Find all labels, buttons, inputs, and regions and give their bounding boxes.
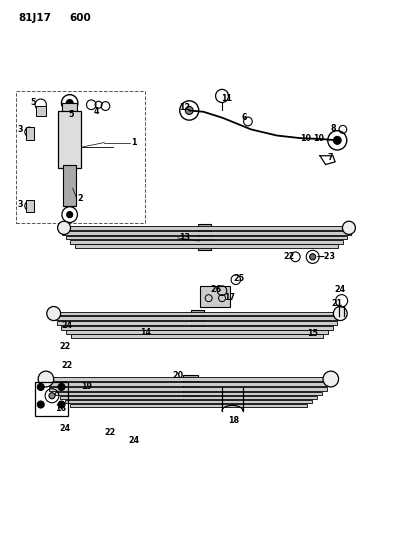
Text: 6: 6	[241, 112, 247, 122]
Text: 24: 24	[60, 424, 71, 433]
Text: 5: 5	[69, 110, 74, 119]
Circle shape	[58, 221, 71, 235]
Bar	[61, 326, 333, 330]
Bar	[75, 245, 338, 248]
Bar	[201, 286, 230, 307]
Text: 15: 15	[307, 329, 318, 338]
Text: 19: 19	[81, 382, 92, 391]
Text: 26: 26	[210, 285, 221, 294]
Bar	[36, 106, 46, 116]
Circle shape	[58, 401, 65, 408]
Circle shape	[58, 383, 65, 391]
Text: 7: 7	[327, 153, 333, 162]
Bar	[191, 310, 204, 333]
Bar	[45, 382, 332, 386]
Text: 22: 22	[60, 342, 71, 351]
Circle shape	[323, 371, 338, 387]
Bar	[63, 165, 76, 206]
Text: 21: 21	[332, 300, 343, 309]
Text: 20: 20	[172, 371, 183, 380]
Bar	[49, 387, 327, 391]
Bar	[66, 236, 347, 239]
Text: 3: 3	[17, 199, 23, 208]
Bar	[70, 240, 343, 244]
Circle shape	[310, 254, 316, 260]
Circle shape	[67, 212, 73, 217]
Text: 13: 13	[179, 233, 190, 243]
Circle shape	[37, 383, 44, 391]
Circle shape	[37, 401, 44, 408]
Bar	[57, 321, 337, 325]
Bar	[53, 317, 341, 320]
Text: 24: 24	[334, 285, 346, 294]
Circle shape	[38, 371, 54, 387]
Bar	[55, 392, 322, 395]
Text: 11: 11	[221, 94, 232, 103]
Text: 600: 600	[70, 13, 91, 23]
Bar	[71, 334, 323, 338]
Text: 12: 12	[179, 103, 190, 112]
Text: 3: 3	[17, 125, 23, 134]
Text: 22: 22	[283, 252, 295, 261]
Bar	[198, 224, 211, 250]
Text: 22: 22	[104, 428, 115, 437]
Text: 18: 18	[228, 416, 239, 425]
Text: 14: 14	[140, 328, 151, 337]
Bar	[66, 330, 328, 334]
Circle shape	[49, 393, 55, 399]
Text: 8: 8	[331, 124, 336, 133]
Circle shape	[185, 107, 193, 115]
Bar	[70, 403, 307, 407]
Bar	[26, 127, 34, 140]
Bar	[65, 400, 312, 403]
Text: 5: 5	[31, 99, 36, 108]
Circle shape	[342, 221, 355, 235]
Bar	[16, 91, 145, 223]
Bar	[60, 395, 317, 399]
Circle shape	[333, 136, 341, 144]
Bar	[60, 226, 353, 230]
Text: 24: 24	[129, 435, 140, 445]
Text: —23: —23	[317, 252, 336, 261]
Text: 24: 24	[61, 321, 72, 330]
Bar	[26, 200, 34, 212]
Bar	[35, 382, 69, 416]
Bar	[58, 111, 81, 167]
Text: 10: 10	[313, 134, 323, 143]
Text: 16: 16	[56, 403, 67, 413]
Bar	[41, 377, 336, 381]
Text: 17: 17	[224, 293, 235, 302]
Circle shape	[66, 100, 73, 107]
Text: 2: 2	[77, 194, 83, 203]
Bar	[62, 103, 77, 112]
Text: 4: 4	[93, 107, 99, 116]
Bar	[49, 312, 345, 316]
Text: 25: 25	[234, 274, 245, 284]
Circle shape	[47, 306, 61, 320]
Bar	[183, 375, 198, 397]
Text: 22: 22	[61, 361, 72, 370]
Text: 81J17: 81J17	[18, 13, 51, 23]
Text: 10: 10	[300, 134, 311, 143]
Bar	[62, 231, 351, 235]
Text: 1: 1	[131, 138, 137, 147]
Circle shape	[333, 306, 347, 320]
